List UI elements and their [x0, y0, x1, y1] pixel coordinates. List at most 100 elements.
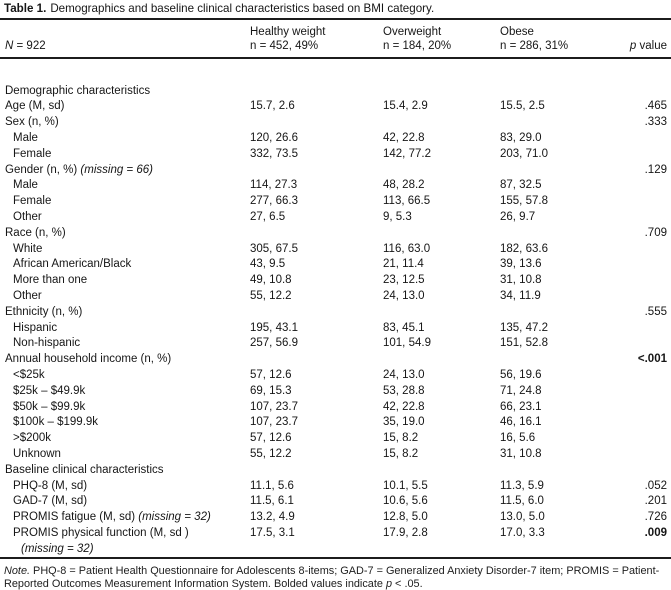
cell-healthy-weight: 120, 26.6	[250, 131, 298, 144]
cell-obese: 66, 23.1	[500, 400, 542, 413]
cell-overweight: 15.4, 2.9	[383, 100, 428, 113]
table-row: Sex (n, %) .333	[0, 115, 671, 131]
table-row: Other 27, 6.5 9, 5.3 26, 9.7	[0, 210, 671, 226]
table-caption: Table 1. Demographics and baseline clinic…	[0, 0, 671, 15]
table-row: Male 120, 26.6 42, 22.8 83, 29.0	[0, 131, 671, 147]
cell-healthy-weight: 13.2, 4.9	[250, 511, 295, 524]
cell-overweight: 24, 13.0	[383, 368, 425, 381]
header-p-label: value	[636, 39, 668, 52]
table-row: Ethnicity (n, %) .555	[0, 305, 671, 321]
header-col-overweight: Overweight n = 184, 20%	[383, 26, 500, 53]
cell-overweight: 21, 11.4	[383, 258, 424, 271]
cell-overweight: 53, 28.8	[383, 384, 425, 397]
bottom-rule	[0, 557, 671, 559]
header-obese-title: Obese	[500, 26, 534, 38]
table-row: Annual household income (n, %) <.001	[0, 352, 671, 368]
cell-obese: 11.5, 6.0	[500, 495, 544, 508]
row-label: Gender (n, %) (missing = 66)	[5, 163, 153, 176]
cell-p-value: .333	[644, 116, 667, 129]
header-rule	[0, 57, 671, 59]
header-healthy-weight-n: n = 452, 49%	[250, 39, 319, 52]
note-threshold: < .05.	[392, 577, 423, 590]
cell-obese: 56, 19.6	[500, 368, 542, 381]
cell-overweight: 12.8, 5.0	[383, 511, 428, 524]
cell-healthy-weight: 107, 23.7	[250, 400, 298, 413]
cell-p-value: .726	[644, 511, 667, 524]
row-label: >$200k	[13, 432, 52, 445]
cell-healthy-weight: 11.5, 6.1	[250, 495, 294, 508]
header-col-p-value: p value	[610, 40, 671, 54]
cell-overweight: 9, 5.3	[383, 210, 412, 223]
cell-obese: 46, 16.1	[500, 416, 542, 429]
table-row: Baseline clinical characteristics	[0, 463, 671, 479]
cell-overweight: 101, 54.9	[383, 337, 431, 350]
table-row: $25k – $49.9k 69, 15.3 53, 28.8 71, 24.8	[0, 384, 671, 400]
row-label: White	[13, 242, 43, 255]
cell-overweight: 48, 28.2	[383, 179, 425, 192]
cell-healthy-weight: 43, 9.5	[250, 258, 286, 271]
cell-overweight: 24, 13.0	[383, 289, 425, 302]
cell-healthy-weight: 114, 27.3	[250, 179, 298, 192]
cell-healthy-weight: 277, 66.3	[250, 195, 298, 208]
cell-p-value: .009	[644, 526, 667, 539]
cell-overweight: 17.9, 2.8	[383, 526, 428, 539]
cell-obese: 11.3, 5.9	[500, 479, 544, 492]
cell-obese: 31, 10.8	[500, 274, 542, 287]
row-label: PROMIS physical function (M, sd ) (missin…	[13, 526, 189, 555]
row-label: Male	[13, 131, 38, 144]
cell-p-value: .555	[644, 305, 667, 318]
table-row: Race (n, %) .709	[0, 226, 671, 242]
table-row: <$25k 57, 12.6 24, 13.0 56, 19.6	[0, 368, 671, 384]
table-row: $50k – $99.9k 107, 23.7 42, 22.8 66, 23.…	[0, 400, 671, 416]
header-n-value: = 922	[13, 39, 46, 52]
table-caption-label: Table 1.	[4, 2, 47, 15]
row-label: $100k – $199.9k	[13, 416, 99, 429]
cell-obese: 16, 5.6	[500, 432, 536, 445]
cell-overweight: 142, 77.2	[383, 147, 431, 160]
header-col-healthy-weight: Healthy weight n = 452, 49%	[250, 26, 383, 53]
row-label: PHQ-8 (M, sd)	[13, 479, 88, 492]
cell-healthy-weight: 55, 12.2	[250, 289, 292, 302]
cell-overweight: 42, 22.8	[383, 400, 425, 413]
cell-healthy-weight: 11.1, 5.6	[250, 479, 294, 492]
table-row: More than one 49, 10.8 23, 12.5 31, 10.8	[0, 273, 671, 289]
cell-obese: 203, 71.0	[500, 147, 548, 160]
cell-p-value: .201	[644, 495, 667, 508]
row-label: Demographic characteristics	[5, 84, 151, 97]
row-label: African American/Black	[13, 258, 132, 271]
cell-obese: 13.0, 5.0	[500, 511, 545, 524]
table-row: Unknown 55, 12.2 15, 8.2 31, 10.8	[0, 447, 671, 463]
table-row: Gender (n, %) (missing = 66) .129	[0, 163, 671, 179]
cell-overweight: 23, 12.5	[383, 274, 425, 287]
note-label: Note.	[4, 564, 31, 577]
table-caption-text: Demographics and baseline clinical chara…	[50, 2, 435, 15]
table-row: Female 332, 73.5 142, 77.2 203, 71.0	[0, 147, 671, 163]
table-row: PROMIS physical function (M, sd ) (missin…	[0, 526, 671, 558]
row-label: <$25k	[13, 368, 45, 381]
row-label: PROMIS fatigue (M, sd) (missing = 32)	[13, 511, 211, 524]
cell-obese: 39, 13.6	[500, 258, 542, 271]
table-header-row: N = 922 Healthy weight n = 452, 49% Over…	[0, 20, 671, 57]
cell-healthy-weight: 257, 56.9	[250, 337, 298, 350]
table-row: Demographic characteristics	[0, 84, 671, 100]
row-label: Age (M, sd)	[5, 100, 65, 113]
table-row: >$200k 57, 12.6 15, 8.2 16, 5.6	[0, 431, 671, 447]
cell-p-value: .709	[644, 226, 667, 239]
top-rule	[0, 18, 671, 20]
cell-obese: 151, 52.8	[500, 337, 548, 350]
row-label: Ethnicity (n, %)	[5, 305, 83, 318]
row-label: Other	[13, 289, 42, 302]
table-row: Other 55, 12.2 24, 13.0 34, 11.9	[0, 289, 671, 305]
cell-obese: 83, 29.0	[500, 131, 542, 144]
cell-healthy-weight: 55, 12.2	[250, 447, 292, 460]
header-overweight-title: Overweight	[383, 26, 442, 38]
header-n-symbol: N	[5, 39, 14, 52]
row-label: More than one	[13, 274, 88, 287]
row-label: Non-hispanic	[13, 337, 81, 350]
table-row: Male 114, 27.3 48, 28.2 87, 32.5	[0, 178, 671, 194]
cell-healthy-weight: 332, 73.5	[250, 147, 298, 160]
row-label: Hispanic	[13, 321, 58, 334]
cell-overweight: 42, 22.8	[383, 131, 425, 144]
table-row: Non-hispanic 257, 56.9 101, 54.9 151, 52…	[0, 336, 671, 352]
row-label: $50k – $99.9k	[13, 400, 86, 413]
